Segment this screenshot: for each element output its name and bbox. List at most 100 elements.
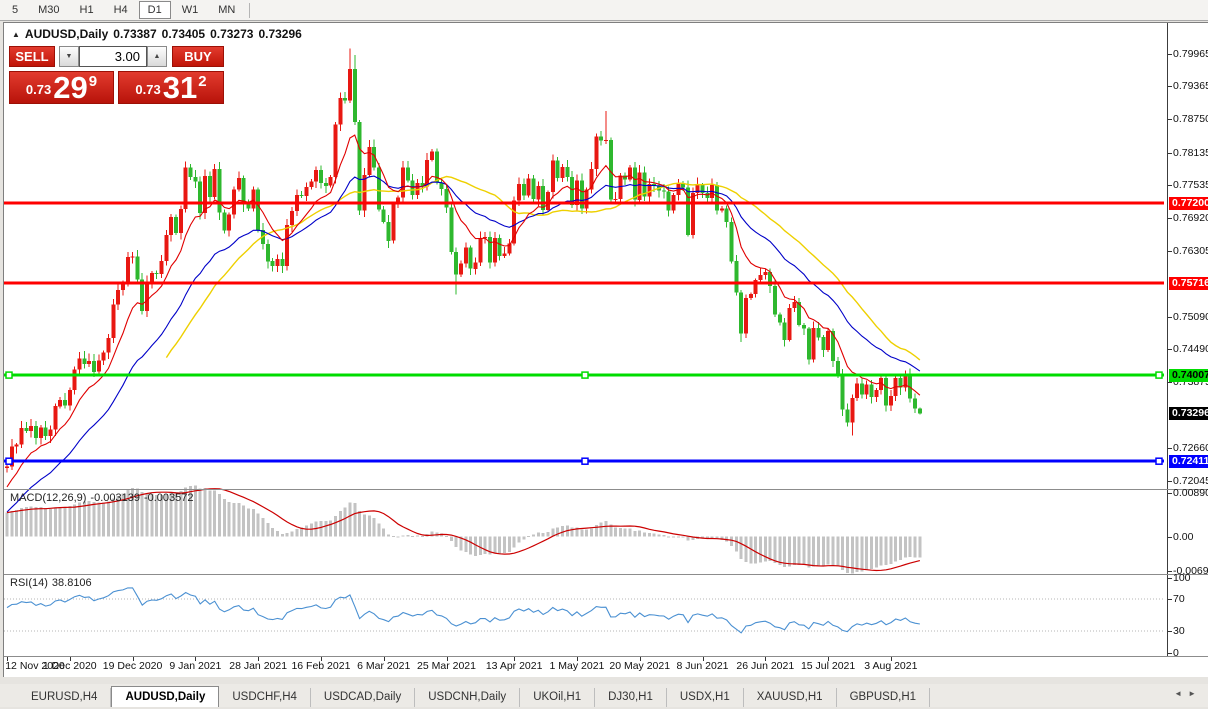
candle-body — [367, 146, 372, 175]
axis-tick-label: 0.00 — [1173, 530, 1194, 543]
time-tick-mark — [383, 657, 385, 661]
collapse-trade-panel-icon[interactable]: ▲ — [12, 30, 20, 39]
timeframe-button-5[interactable]: 5 — [12, 4, 19, 16]
volume-decrease-button[interactable]: ▼ — [59, 46, 79, 67]
chart-tab-DJ30-H1[interactable]: DJ30,H1 — [595, 688, 667, 707]
rsi-panel-separator[interactable] — [4, 574, 1208, 575]
macd-histogram-bar — [247, 508, 250, 537]
candle-body — [879, 378, 884, 391]
volume-input[interactable] — [79, 46, 147, 67]
tab-scroll-arrows[interactable]: ◄► — [1174, 689, 1202, 698]
macd-histogram-bar — [454, 536, 458, 548]
chart-tab-GBPUSD-H1[interactable]: GBPUSD,H1 — [837, 688, 931, 707]
candle-body — [666, 191, 671, 211]
hline-handle — [1155, 371, 1163, 379]
macd-histogram-bar — [256, 513, 260, 537]
macd-histogram-bar — [599, 522, 603, 537]
macd-histogram-bar — [169, 491, 173, 537]
chart-tab-USDCAD-Daily[interactable]: USDCAD,Daily — [311, 688, 416, 707]
macd-histogram-bar — [493, 536, 497, 554]
macd-histogram-bar — [445, 536, 448, 537]
macd-histogram-bar — [884, 536, 888, 566]
macd-histogram-bar — [575, 527, 579, 537]
timeframe-button-W1[interactable]: W1 — [181, 4, 199, 16]
price-tag-0.74007: 0.74007 — [1169, 368, 1208, 382]
candle-body — [198, 181, 203, 214]
macd-histogram-bar — [319, 520, 323, 537]
candle-body — [178, 208, 183, 234]
hline-handle — [1155, 457, 1163, 465]
macd-histogram-bar — [676, 536, 680, 538]
candle-body — [734, 261, 739, 293]
candle-body — [603, 139, 608, 141]
axis-tick-mark — [1168, 571, 1172, 572]
chart-tab-AUDUSD-Daily[interactable]: AUDUSD,Daily — [111, 686, 220, 707]
buy-price-point: 2 — [198, 73, 207, 90]
candle-body — [265, 244, 270, 262]
buy-price-display[interactable]: 0.73 31 2 — [118, 71, 224, 104]
macd-histogram-bar — [174, 492, 178, 537]
candle-body — [183, 167, 188, 209]
candle-body — [715, 185, 719, 211]
candle-body — [222, 212, 227, 231]
candle-body — [323, 183, 328, 186]
time-tick-mark — [576, 657, 578, 661]
candle-body — [546, 192, 550, 210]
macd-histogram-bar — [657, 534, 661, 537]
buy-button[interactable]: BUY — [172, 46, 224, 67]
macd-histogram-bar — [73, 504, 77, 537]
macd-panel-separator[interactable] — [4, 489, 1208, 490]
chart-tab-EURUSD-H4[interactable]: EURUSD,H4 — [18, 688, 112, 707]
timeframe-button-MN[interactable]: MN — [218, 4, 236, 16]
sell-button[interactable]: SELL — [9, 46, 55, 67]
chart-tab-XAUUSD-H1[interactable]: XAUUSD,H1 — [744, 688, 837, 707]
macd-histogram-bar — [338, 510, 342, 537]
x-axis-date-label: 25 Mar 2021 — [417, 660, 476, 672]
macd-histogram-bar — [440, 533, 444, 537]
chart-tab-USDCNH-Daily[interactable]: USDCNH,Daily — [415, 688, 521, 707]
macd-histogram-bar — [686, 536, 690, 541]
chart-tab-USDX-H1[interactable]: USDX,H1 — [667, 688, 744, 707]
macd-histogram-bar — [416, 535, 420, 537]
candle-body — [82, 358, 87, 365]
candle-body — [729, 221, 734, 262]
buy-price-prefix: 0.73 — [135, 82, 161, 97]
hline-handle — [5, 457, 13, 465]
axis-tick-mark — [1168, 447, 1172, 449]
macd-histogram-bar — [556, 527, 560, 537]
macd-histogram-bar — [387, 534, 391, 537]
chart-tab-USDCHF-H4[interactable]: USDCHF,H4 — [219, 688, 311, 707]
macd-histogram-bar — [541, 532, 545, 537]
candle-body — [647, 184, 652, 197]
x-axis-date-label: 12 Nov 2020 — [5, 660, 65, 672]
timeframe-button-H1[interactable]: H1 — [79, 4, 94, 16]
tab-scroll-right-icon[interactable]: ► — [1188, 689, 1202, 698]
macd-histogram-bar — [222, 499, 226, 537]
macd-histogram-bar — [836, 536, 840, 567]
candle-body — [256, 189, 261, 230]
timeframe-button-D1[interactable]: D1 — [138, 1, 171, 19]
toolbar-divider — [249, 2, 251, 18]
candle-body — [140, 279, 145, 311]
timeframe-button-M30[interactable]: M30 — [38, 4, 60, 16]
candle-body — [695, 184, 700, 193]
macd-histogram-bar — [759, 536, 762, 563]
sell-price-display[interactable]: 0.73 29 9 — [9, 71, 114, 104]
x-axis-date-label: 26 Jun 2021 — [736, 660, 795, 672]
candle-body — [473, 262, 478, 269]
macd-histogram-bar — [111, 498, 115, 537]
candle-body — [434, 151, 439, 183]
candle-body — [555, 160, 560, 179]
tab-scroll-left-icon[interactable]: ◄ — [1174, 689, 1189, 698]
price-tag-0.75716: 0.75716 — [1169, 276, 1208, 290]
candle-body — [497, 238, 502, 256]
chart-tab-UKOil-H1[interactable]: UKOil,H1 — [520, 688, 596, 707]
volume-increase-button[interactable]: ▲ — [147, 46, 167, 67]
timeframe-button-H4[interactable]: H4 — [113, 4, 128, 16]
chart-plot-area[interactable] — [4, 23, 1167, 656]
macd-histogram-bar — [198, 488, 202, 537]
macd-histogram-bar — [78, 502, 81, 537]
candle-body — [347, 68, 352, 101]
candle-body — [203, 176, 207, 214]
candle-body — [584, 189, 589, 209]
